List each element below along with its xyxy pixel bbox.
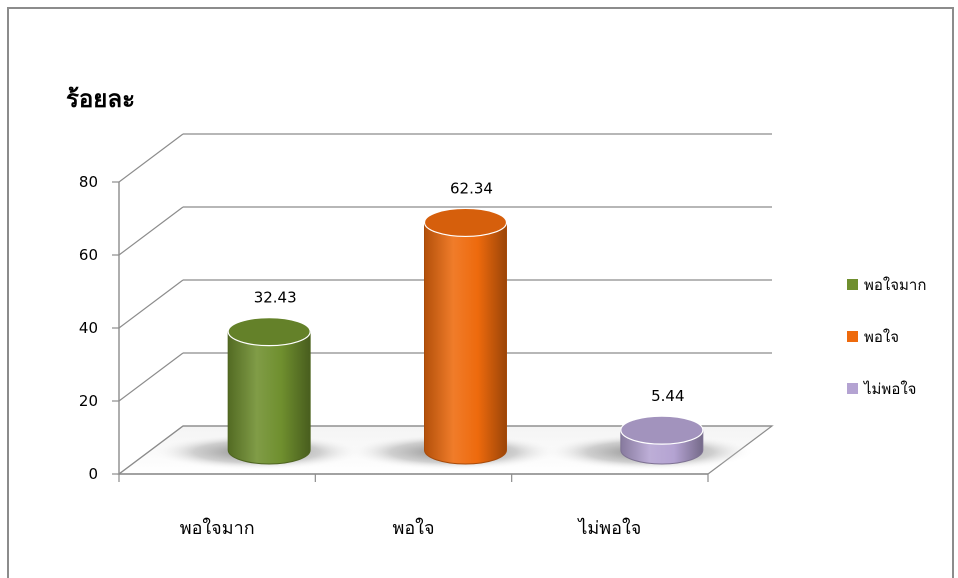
legend-label: พอใจ [864, 328, 899, 346]
legend-swatch [847, 383, 858, 394]
y-tick-label: 40 [79, 319, 98, 337]
y-tick-label: 80 [79, 173, 98, 191]
y-tick-label: 0 [88, 465, 98, 483]
y-tick-label: 60 [79, 246, 98, 264]
data-label: 32.43 [254, 289, 297, 307]
data-label: 62.34 [450, 179, 493, 197]
bar-top [620, 415, 704, 445]
gridline-side [118, 206, 184, 256]
legend-label: ไม่พอใจ [863, 380, 916, 398]
x-category-label: พอใจมาก [180, 517, 255, 539]
bar-body [227, 331, 311, 465]
y-axis-title: ร้อยละ [66, 84, 135, 113]
legend-label: พอใจมาก [864, 276, 926, 294]
gridline-side [118, 352, 184, 402]
bar-top [423, 207, 508, 238]
legend-swatch [847, 331, 858, 342]
bars [152, 207, 755, 470]
gridline-side [118, 425, 184, 475]
bar-body [424, 221, 507, 465]
chart-frame [7, 7, 954, 578]
gridline-side [118, 279, 184, 329]
y-tick-label: 20 [79, 392, 98, 410]
data-labels: 32.43 62.34 5.44 [254, 179, 685, 405]
legend-swatch [847, 279, 858, 290]
axes: 0 20 40 60 80 พอใจมาก พอใจ ไม่พอใจ [79, 173, 709, 539]
x-category-label: พอใจ [392, 517, 434, 539]
bar-top [227, 317, 311, 347]
data-label: 5.44 [651, 387, 684, 405]
gridline-side [118, 133, 184, 183]
x-category-label: ไม่พอใจ [576, 517, 641, 539]
